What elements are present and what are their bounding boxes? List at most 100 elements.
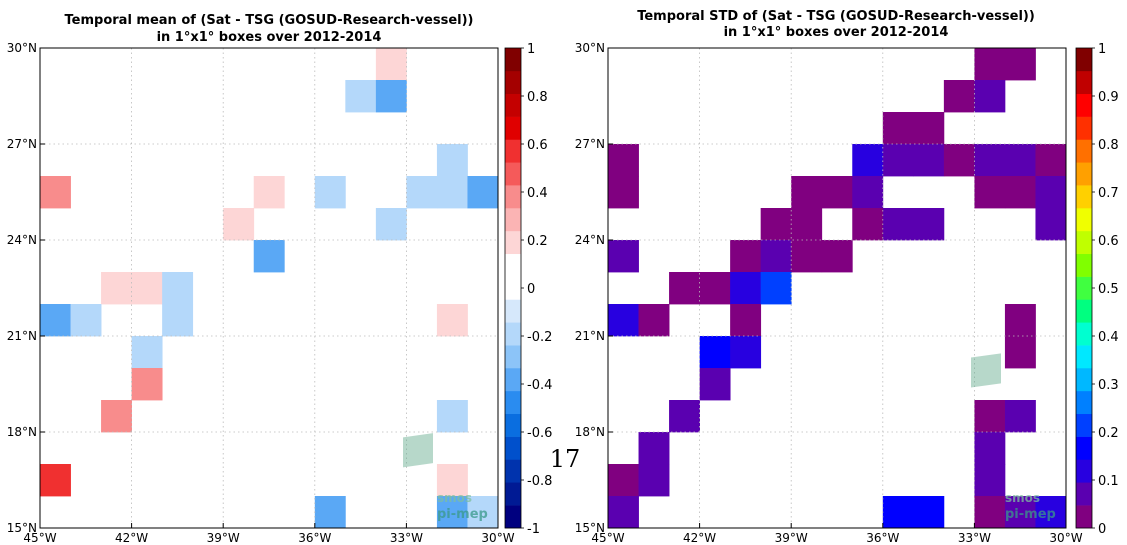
colorbar-tick-label: 0.8 xyxy=(1098,138,1119,153)
colorbar-segment xyxy=(505,368,521,392)
colorbar-tick-label: 0.5 xyxy=(1098,282,1119,297)
heatmap-cell xyxy=(101,272,132,305)
colorbar-segment xyxy=(1076,230,1092,255)
heatmap-cell xyxy=(974,144,1006,177)
heatmap-cell xyxy=(913,208,945,241)
x-tick-label: 39°W xyxy=(775,531,808,545)
y-tick-label: 18°N xyxy=(7,425,37,439)
heatmap-cell xyxy=(1035,176,1067,209)
colorbar-segment xyxy=(1076,299,1092,323)
colorbar-tick-label: 0.6 xyxy=(1098,234,1119,249)
logo-cube-icon xyxy=(403,433,433,468)
chart-title-line-1: Temporal mean of (Sat - TSG (GOSUD-Resea… xyxy=(65,13,474,28)
page-number: 17 xyxy=(550,445,581,473)
heatmap-cell xyxy=(608,304,639,337)
heatmap-cell xyxy=(638,432,670,465)
heatmap-cell xyxy=(375,80,407,113)
heatmap-cell xyxy=(131,368,163,401)
heatmap-cell xyxy=(760,208,792,241)
y-tick-label: 15°N xyxy=(575,521,605,535)
heatmap-cell xyxy=(101,400,132,433)
map-frame xyxy=(39,47,499,529)
colorbar-tick-label: 0.2 xyxy=(527,234,548,249)
colorbar-segment xyxy=(505,230,521,255)
colorbar-tick-label: 0.2 xyxy=(1098,426,1119,441)
heatmap-cell xyxy=(730,336,762,369)
heatmap-cell xyxy=(1004,48,1036,81)
heatmap-cell xyxy=(730,240,762,273)
heatmap-cell xyxy=(943,80,975,113)
x-tick-label: 30°W xyxy=(481,531,514,545)
colorbar-segment xyxy=(1076,139,1092,163)
heatmap-cell xyxy=(40,304,71,337)
heatmap-cell xyxy=(1004,496,1036,529)
heatmap-cell xyxy=(253,240,285,273)
colorbar-segment xyxy=(1076,208,1092,232)
logo-text-bottom: pi-mep xyxy=(1005,507,1056,522)
heatmap-cell xyxy=(791,208,823,241)
colorbar-segment xyxy=(505,413,521,437)
heatmap-cell xyxy=(253,176,285,209)
heatmap-cell xyxy=(638,464,670,497)
colorbar-segment xyxy=(505,505,521,529)
colorbar-segment xyxy=(1076,482,1092,506)
colorbar-tick-label: -0.6 xyxy=(527,426,552,441)
smos-pi-mep-logo: smos pi-mep xyxy=(971,353,1056,522)
heatmap-cell xyxy=(821,176,853,209)
colorbar-tick-label: 1 xyxy=(527,42,535,57)
colorbar-segment xyxy=(505,459,521,483)
colorbar-segment xyxy=(505,48,521,72)
heatmap-cell xyxy=(1035,496,1067,529)
heatmap-cell xyxy=(1035,144,1067,177)
heatmap-cell xyxy=(974,80,1006,113)
heatmap-cell xyxy=(436,464,468,497)
heatmap-cell xyxy=(608,176,639,209)
heatmap-cell xyxy=(760,272,792,305)
heatmap-cell xyxy=(882,144,914,177)
colorbar-tick-label: 0.8 xyxy=(527,90,548,105)
logo-text-bottom: pi-mep xyxy=(437,507,488,522)
heatmap-cell xyxy=(608,240,639,273)
logo-text-top: smos xyxy=(437,491,472,505)
colorbar-segment xyxy=(505,208,521,232)
heatmap-cell xyxy=(314,176,346,209)
heatmap-cell xyxy=(162,304,194,337)
heatmap-cell xyxy=(1035,208,1067,241)
heatmap-cell xyxy=(974,496,1006,529)
colorbar-segment xyxy=(1076,413,1092,437)
heatmap-cell xyxy=(70,304,102,337)
heatmap-cell xyxy=(608,464,639,497)
colorbar-segment xyxy=(505,322,521,346)
heatmap-cell xyxy=(882,112,914,145)
heatmap-cell xyxy=(436,400,468,433)
x-tick-label: 45°W xyxy=(23,531,56,545)
heatmap-cell xyxy=(699,272,731,305)
heatmap-cell xyxy=(852,208,884,241)
heatmap-cell xyxy=(345,80,377,113)
colorbar-tick-label: -0.8 xyxy=(527,474,552,489)
heatmap-cell xyxy=(791,176,823,209)
colorbar-segment xyxy=(1076,253,1092,277)
chart-title-line-1: Temporal STD of (Sat - TSG (GOSUD-Resear… xyxy=(637,9,1035,24)
colorbar-segment xyxy=(505,162,521,186)
colorbar-tick-label: 0.1 xyxy=(1098,474,1119,489)
colorbar-segment xyxy=(505,139,521,163)
colorbar-segment xyxy=(1076,459,1092,483)
heatmap-cell xyxy=(1004,144,1036,177)
heatmap-cell xyxy=(467,176,499,209)
colorbar-tick-label: 0.7 xyxy=(1098,186,1119,201)
heatmap-cell xyxy=(791,240,823,273)
colorbar-segment xyxy=(505,116,521,140)
colorbar-tick-label: 0.6 xyxy=(527,138,548,153)
colorbar-segment xyxy=(505,276,521,300)
chart-title-line-2: in 1°x1° boxes over 2012-2014 xyxy=(157,30,382,45)
heatmap-cell xyxy=(1004,176,1036,209)
heatmap-cell xyxy=(1004,304,1036,337)
heatmap-cell xyxy=(669,272,700,305)
y-tick-label: 27°N xyxy=(7,137,37,151)
colorbar-tick-label: -0.4 xyxy=(527,378,552,393)
colorbar-segment xyxy=(505,70,521,95)
colorbar-segment xyxy=(1076,368,1092,392)
colorbar-segment xyxy=(505,345,521,369)
